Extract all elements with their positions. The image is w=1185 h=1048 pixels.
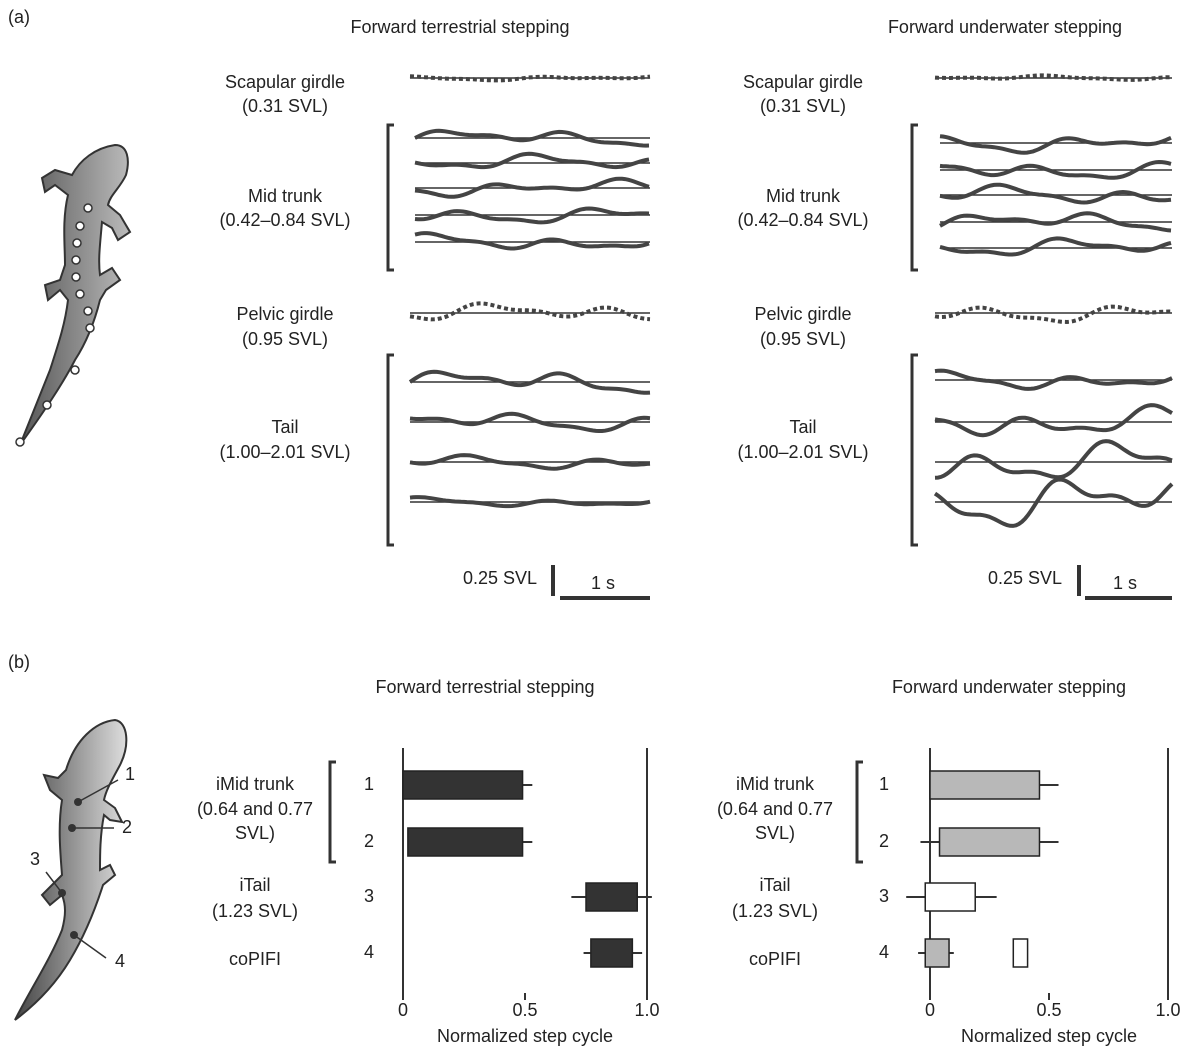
trace — [414, 176, 650, 199]
row-label: (0.64 and 0.77 — [717, 799, 833, 819]
row-label: (0.31 SVL) — [760, 96, 846, 116]
bracket — [910, 123, 918, 272]
trace — [939, 182, 1172, 205]
trace — [414, 231, 650, 251]
x-axis-label: Normalized step cycle — [961, 1026, 1137, 1046]
trace — [934, 403, 1173, 438]
trace — [939, 236, 1172, 257]
trace — [414, 206, 650, 225]
row-label: SVL) — [755, 823, 795, 843]
x-tick-label: 0 — [925, 1000, 935, 1020]
row-label: coPIFI — [229, 949, 281, 969]
trace — [414, 151, 650, 170]
x-axis-label: Normalized step cycle — [437, 1026, 613, 1046]
row-label: SVL) — [235, 823, 275, 843]
row-number: 3 — [879, 886, 889, 906]
row-label: (1.23 SVL) — [212, 901, 298, 921]
row-label: Mid trunk — [766, 186, 841, 206]
row-label: (1.23 SVL) — [732, 901, 818, 921]
bracket — [328, 760, 336, 864]
row-label: (1.00–2.01 SVL) — [219, 442, 350, 462]
trace — [939, 211, 1172, 233]
row-label: coPIFI — [749, 949, 801, 969]
row-label: (1.00–2.01 SVL) — [737, 442, 868, 462]
row-label: (0.31 SVL) — [242, 96, 328, 116]
trace — [934, 73, 1172, 82]
bar — [924, 938, 950, 968]
row-number: 4 — [364, 942, 374, 962]
x-tick-label: 0 — [398, 1000, 408, 1020]
row-label: (0.64 and 0.77 — [197, 799, 313, 819]
scale-label: 0.25 SVL — [463, 568, 537, 588]
trace — [934, 439, 1173, 480]
trace — [409, 411, 651, 433]
scale-label: 1 s — [591, 573, 615, 593]
bar — [585, 882, 638, 912]
row-label: (0.42–0.84 SVL) — [737, 210, 868, 230]
salamander-b — [14, 718, 128, 1021]
x-tick-label: 1.0 — [1155, 1000, 1180, 1020]
row-label: Mid trunk — [248, 186, 323, 206]
row-label: (0.95 SVL) — [242, 329, 328, 349]
row-label: iMid trunk — [736, 774, 815, 794]
trace — [934, 304, 1173, 325]
bracket — [855, 760, 863, 864]
row-label: iTail — [239, 875, 270, 895]
row-label: Pelvic girdle — [236, 304, 333, 324]
row-label: Pelvic girdle — [754, 304, 851, 324]
bracket — [910, 353, 918, 547]
bar — [929, 770, 1041, 800]
row-number: 4 — [879, 942, 889, 962]
figure-label: 3 — [30, 849, 40, 869]
row-label: (0.95 SVL) — [760, 329, 846, 349]
bracket — [386, 353, 394, 547]
scale-label: 0.25 SVL — [988, 568, 1062, 588]
trace — [409, 453, 651, 471]
row-number: 2 — [879, 831, 889, 851]
row-label: Tail — [271, 417, 298, 437]
panel-label: (a) — [8, 7, 30, 27]
x-tick-label: 0.5 — [512, 1000, 537, 1020]
panel-label: (b) — [8, 652, 30, 672]
trace — [933, 477, 1174, 528]
column-title: Forward underwater stepping — [888, 17, 1122, 37]
figure-label: 4 — [115, 951, 125, 971]
bracket — [386, 123, 394, 272]
trace — [409, 301, 651, 322]
trace — [409, 495, 651, 509]
x-tick-label: 1.0 — [634, 1000, 659, 1020]
trace — [414, 128, 650, 148]
bar — [1012, 938, 1029, 968]
row-label: iMid trunk — [216, 774, 295, 794]
x-tick-label: 0.5 — [1036, 1000, 1061, 1020]
row-label: iTail — [759, 875, 790, 895]
column-title: Forward terrestrial stepping — [350, 17, 569, 37]
trace — [408, 369, 651, 395]
bar — [407, 827, 524, 857]
chart-title: Forward terrestrial stepping — [375, 677, 594, 697]
row-number: 2 — [364, 831, 374, 851]
bar — [402, 770, 524, 800]
row-number: 1 — [364, 774, 374, 794]
trace — [409, 74, 651, 83]
salamander-a — [15, 143, 132, 447]
trace — [939, 159, 1172, 180]
trace — [939, 134, 1172, 155]
row-label: Tail — [789, 417, 816, 437]
figure-label: 1 — [125, 764, 135, 784]
chart-title: Forward underwater stepping — [892, 677, 1126, 697]
figure-label: 2 — [122, 817, 132, 837]
scale-label: 1 s — [1113, 573, 1137, 593]
row-label: Scapular girdle — [225, 72, 345, 92]
trace — [934, 368, 1173, 391]
bar — [924, 882, 976, 912]
row-number: 1 — [879, 774, 889, 794]
bar — [590, 938, 634, 968]
bar — [938, 827, 1041, 857]
row-label: (0.42–0.84 SVL) — [219, 210, 350, 230]
row-number: 3 — [364, 886, 374, 906]
row-label: Scapular girdle — [743, 72, 863, 92]
